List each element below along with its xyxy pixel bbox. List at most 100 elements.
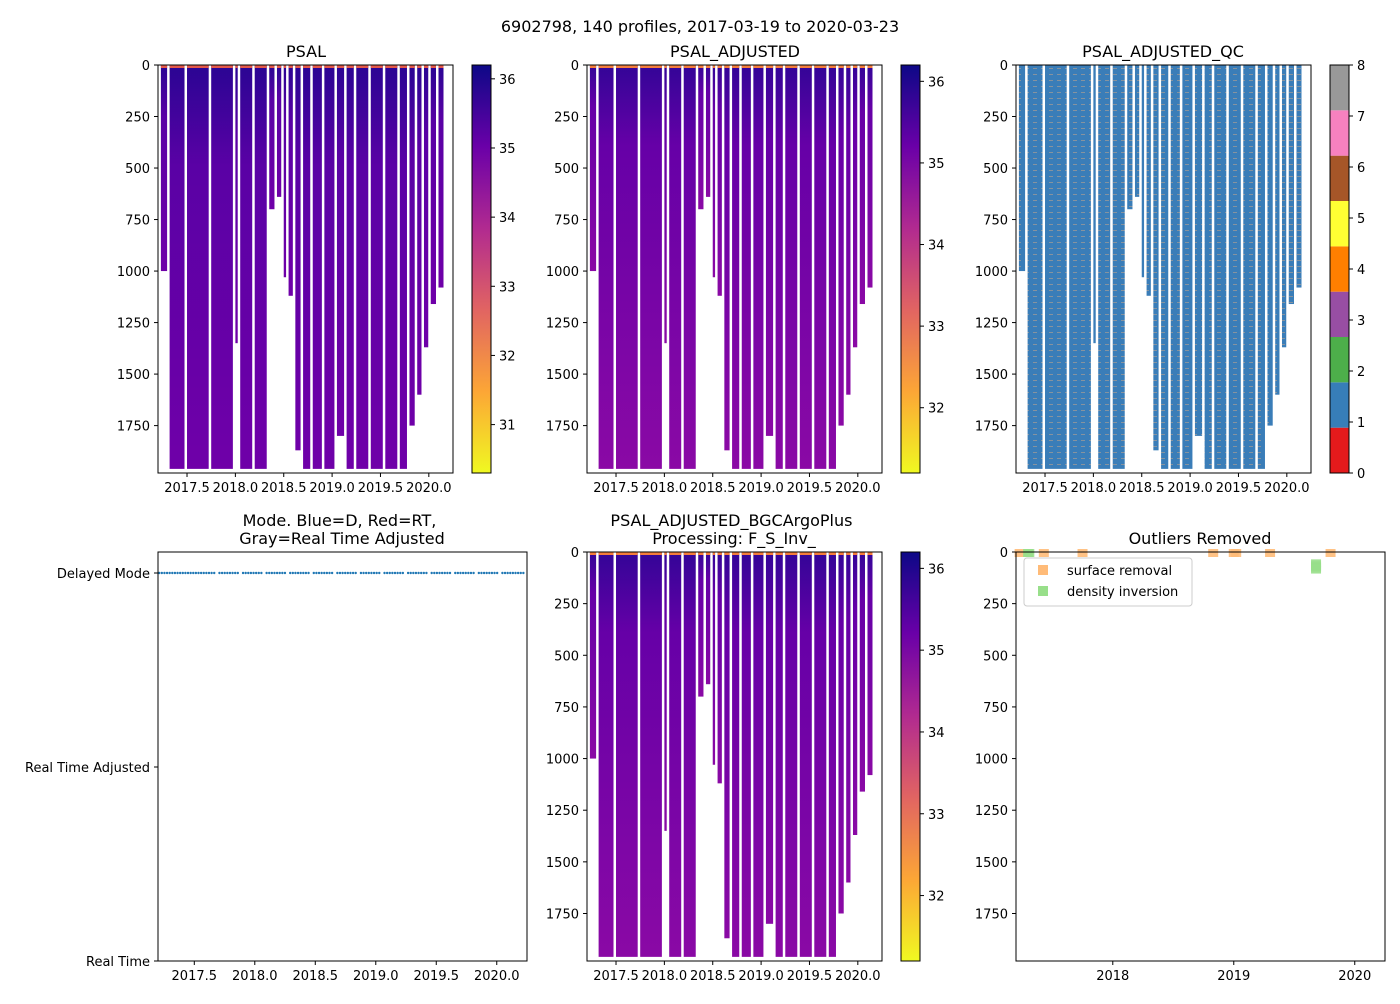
- mode-point: [396, 571, 399, 575]
- profile-surface-band: [417, 65, 422, 68]
- profile-column: [288, 65, 293, 296]
- profile-column: [1069, 65, 1091, 469]
- profile-column: [664, 552, 667, 831]
- mode-point: [241, 571, 245, 575]
- profile-column: [160, 65, 168, 272]
- profile-column: [669, 552, 682, 957]
- mode-point: [401, 571, 405, 575]
- mode-point: [260, 571, 263, 575]
- mode-point: [490, 571, 494, 575]
- profile-column: [1170, 65, 1180, 469]
- profile-surface-band: [741, 65, 751, 68]
- y-tick-label: 0: [571, 546, 579, 561]
- x-tick-label: 2019.5: [1216, 481, 1262, 496]
- mode-point: [207, 571, 211, 575]
- mode-point: [461, 571, 465, 575]
- mode-point: [176, 571, 179, 575]
- profile-column: [741, 65, 751, 469]
- mode-point: [299, 571, 302, 575]
- y-category-label: Delayed Mode: [57, 567, 150, 582]
- mode-point: [249, 571, 253, 575]
- mode-point: [323, 571, 326, 575]
- profile-surface-band: [187, 65, 209, 68]
- profile-surface-band: [346, 65, 354, 68]
- mode-point: [362, 571, 365, 575]
- mode-point: [501, 571, 504, 575]
- y-tick-label: 1250: [975, 317, 1008, 332]
- profile-surface-band: [698, 65, 704, 68]
- profile-surface-band: [295, 65, 301, 68]
- profile-surface-band: [717, 65, 722, 68]
- profile-column: [705, 65, 711, 197]
- mode-point: [359, 571, 363, 575]
- mode-point: [383, 571, 386, 575]
- mode-point: [419, 571, 423, 575]
- bgc-title-line1: PSAL_ADJUSTED_BGCArgoPlus: [610, 511, 852, 531]
- qc-colorbar-band-7: [1330, 110, 1349, 156]
- profile-surface-band: [276, 65, 282, 68]
- profile-surface-band: [409, 65, 415, 68]
- psal-colorbar-ticks: 31 32 33 34 35 36: [491, 73, 516, 434]
- profile-column: [283, 65, 287, 278]
- mode-point: [454, 571, 457, 575]
- profile-column: [1093, 65, 1096, 344]
- mode-point: [231, 571, 234, 575]
- mode-point: [433, 571, 436, 575]
- profile-column: [211, 65, 233, 469]
- mode-point: [213, 571, 216, 575]
- psal-adjusted-colorbar: [900, 64, 921, 474]
- y-tick-label: 500: [554, 649, 579, 664]
- mode-point: [385, 571, 389, 575]
- profile-column: [698, 552, 704, 697]
- panel-mode-title: Mode. Blue=D, Red=RT, Gray=Real Time Adj…: [239, 511, 445, 548]
- profile-column: [838, 65, 844, 426]
- qc-colorbar-band-2: [1330, 337, 1349, 383]
- mode-point: [467, 571, 470, 575]
- x-tick-label: 2019: [1217, 969, 1250, 984]
- profile-column: [370, 65, 383, 469]
- profile-column: [1267, 65, 1273, 426]
- profile-column: [732, 65, 740, 469]
- profile-surface-band: [430, 65, 436, 68]
- y-category-label: Real Time Adjusted: [25, 761, 150, 776]
- profile-surface-band: [846, 65, 851, 68]
- profile-surface-band: [705, 65, 711, 68]
- colorbar-tick-label: 31: [499, 419, 516, 434]
- x-tick-label: 2019.5: [787, 969, 833, 984]
- qc-heatmap: [1018, 65, 1302, 469]
- mode-point: [503, 571, 507, 575]
- outliers-legend: surface removal density inversion: [1023, 557, 1193, 607]
- mode-point: [184, 571, 187, 575]
- x-tick-label: 2017.5: [593, 969, 639, 984]
- mode-point: [294, 571, 297, 575]
- mode-point: [367, 571, 370, 575]
- profile-column: [1182, 65, 1193, 469]
- mode-point: [514, 571, 517, 575]
- mode-point: [281, 571, 284, 575]
- mode-point: [485, 571, 488, 575]
- psal-heatmap: [160, 65, 444, 469]
- panel-psal-bgc-title: PSAL_ADJUSTED_BGCArgoPlus Processing: F_…: [610, 511, 857, 549]
- mode-point: [199, 571, 203, 575]
- profile-surface-band: [616, 65, 638, 68]
- mode-point: [495, 571, 499, 575]
- profile-column: [705, 552, 711, 685]
- mode-point: [189, 571, 192, 575]
- profile-column: [1112, 65, 1125, 469]
- colorbar-tick-label: 36: [928, 562, 945, 577]
- colorbar-tick-label: 36: [928, 75, 945, 90]
- qc-colorbar-band-5: [1330, 201, 1349, 247]
- profile-column: [240, 65, 253, 469]
- mode-point: [186, 571, 190, 575]
- profile-surface-band: [160, 65, 168, 68]
- mode-point: [344, 571, 347, 575]
- mode-point: [278, 571, 281, 575]
- qc-colorbar-band-3: [1330, 291, 1349, 337]
- x-tick-label: 2020.0: [1264, 481, 1310, 496]
- x-tick-label: 2018.0: [232, 969, 278, 984]
- profile-column: [1296, 65, 1302, 288]
- profile-surface-band: [785, 65, 798, 68]
- mode-point: [391, 571, 394, 575]
- profile-surface-band: [288, 65, 293, 68]
